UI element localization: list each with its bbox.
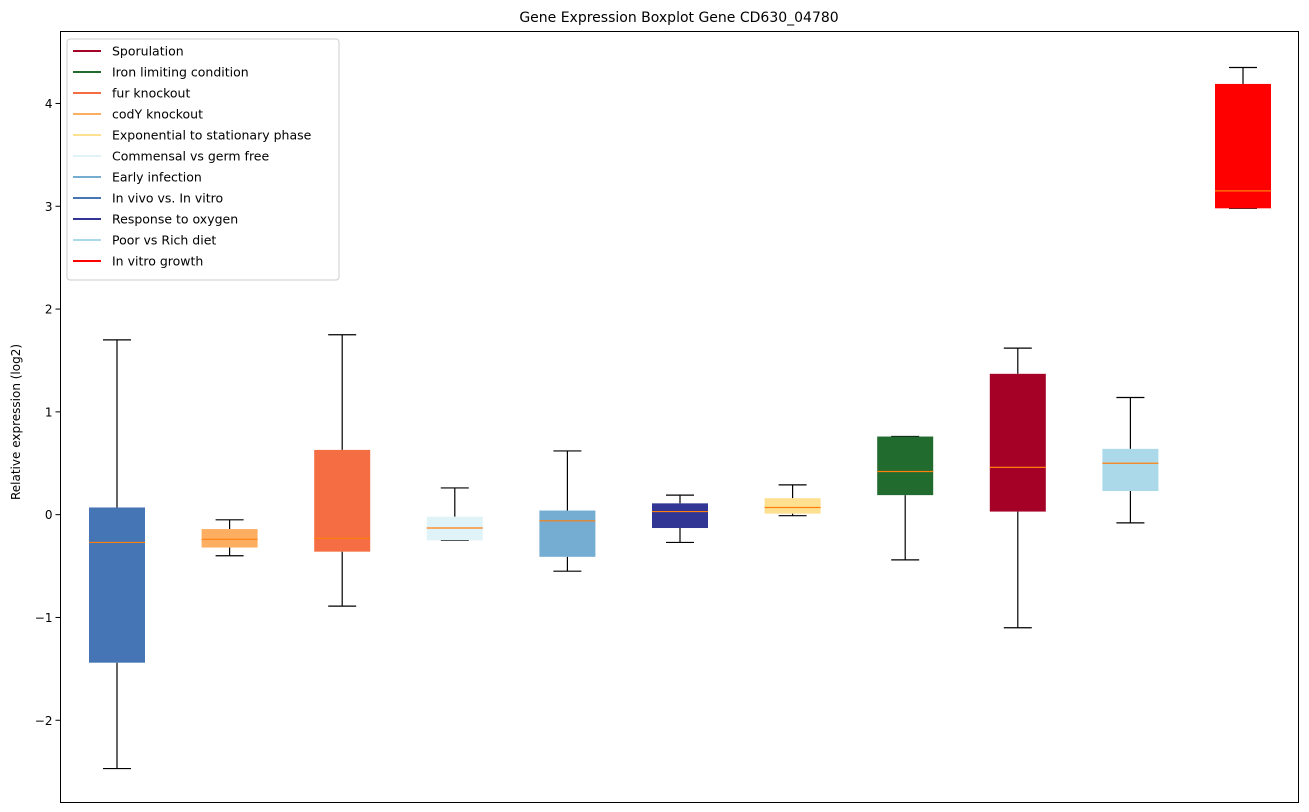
legend-label: In vitro growth <box>112 254 203 269</box>
chart-title: Gene Expression Boxplot Gene CD630_04780 <box>519 10 838 26</box>
iqr-box <box>989 373 1046 512</box>
iqr-box <box>764 498 821 514</box>
y-tick-label: 0 <box>45 508 53 522</box>
legend-label: fur knockout <box>112 86 190 101</box>
box-in-vitro-growth <box>1215 66 1271 209</box>
iqr-box <box>314 449 371 552</box>
box-early-infection <box>539 450 596 572</box>
legend-label: Poor vs Rich diet <box>112 233 216 248</box>
plot-frame <box>60 31 1299 803</box>
y-tick-label: −2 <box>35 714 53 728</box>
legend-label: Response to oxygen <box>112 212 238 227</box>
legend-label: codY knockout <box>112 107 203 122</box>
legend-item: Commensal vs germ free <box>73 149 269 164</box>
box-fur-knockout <box>314 334 371 607</box>
iqr-box <box>1215 83 1271 209</box>
y-tick-label: 3 <box>45 200 53 214</box>
y-tick-label: −1 <box>35 611 53 625</box>
legend-label: Commensal vs germ free <box>112 149 269 164</box>
iqr-box <box>539 510 596 557</box>
box-iron-limiting-condition <box>877 435 934 561</box>
legend-item: In vivo vs. In vitro <box>73 191 223 206</box>
legend-frame <box>66 38 340 281</box>
box-cody-knockout <box>201 519 258 557</box>
boxes-group <box>89 66 1271 770</box>
y-tick-label: 1 <box>45 405 53 419</box>
legend-label: In vivo vs. In vitro <box>112 191 223 206</box>
legend-item: Sporulation <box>73 44 184 59</box>
legend-item: Response to oxygen <box>73 212 238 227</box>
legend: Sporulation Iron limiting condition fur kn… <box>66 38 340 281</box>
box-commensal-vs-germ-free <box>426 487 483 541</box>
y-axis: −2 −1 0 1 2 3 4 <box>35 97 61 728</box>
legend-label: Exponential to stationary phase <box>112 128 312 143</box>
legend-label: Iron limiting condition <box>112 65 249 80</box>
legend-item: In vitro growth <box>73 254 203 269</box>
y-axis-label: Relative expression (log2) <box>9 344 23 500</box>
box-sporulation <box>989 347 1046 629</box>
y-tick-label: 4 <box>45 97 53 111</box>
y-tick-label: 2 <box>45 303 53 317</box>
legend-label: Early infection <box>112 170 202 185</box>
iqr-box <box>877 436 934 496</box>
iqr-box <box>89 507 145 663</box>
box-response-to-oxygen <box>652 494 708 544</box>
iqr-box <box>652 503 708 529</box>
iqr-box <box>201 529 258 548</box>
legend-item: codY knockout <box>73 107 203 122</box>
legend-item: Poor vs Rich diet <box>73 233 216 248</box>
legend-label: Sporulation <box>112 44 184 59</box>
legend-item: fur knockout <box>73 86 190 101</box>
box-in-vivo-vs-in-vitro <box>89 339 145 770</box>
legend-item: Exponential to stationary phase <box>73 128 312 143</box>
iqr-box <box>1102 448 1159 492</box>
box-exponential-to-stationary-phase <box>764 484 821 517</box>
legend-item: Early infection <box>73 170 202 185</box>
legend-item: Iron limiting condition <box>73 65 249 80</box>
box-poor-vs-rich-diet <box>1102 396 1159 524</box>
